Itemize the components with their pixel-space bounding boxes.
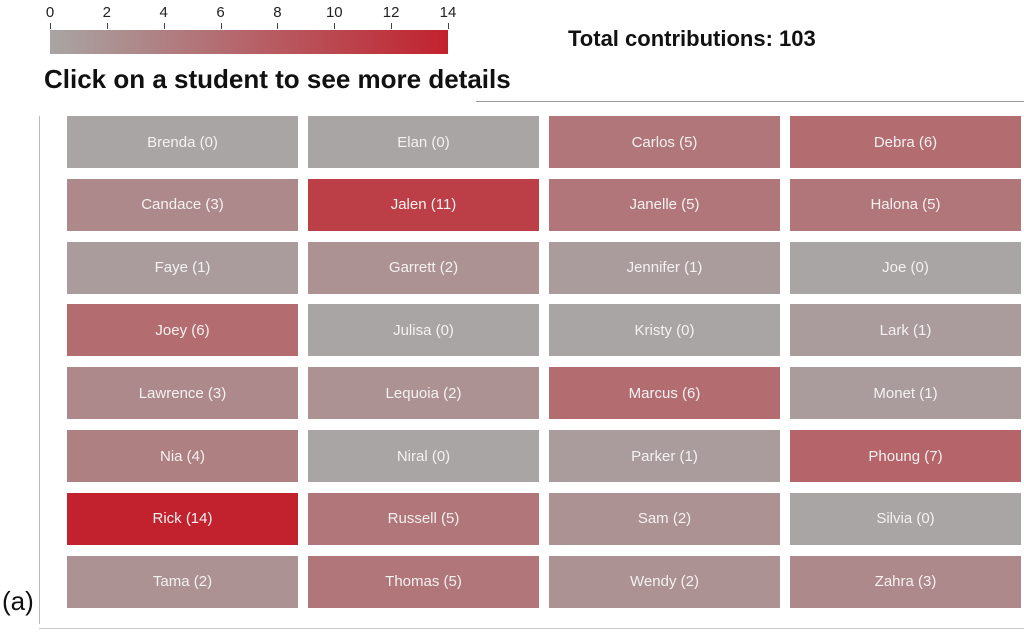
student-tile[interactable]: Niral (0) [308,430,539,482]
student-tile[interactable]: Garrett (2) [308,241,539,294]
student-tile[interactable]: Brenda (0) [67,116,298,168]
student-tile[interactable]: Julisa (0) [308,304,539,357]
legend-tick-mark [334,23,336,29]
student-tile[interactable]: Phoung (7) [790,430,1021,482]
student-tile[interactable]: Russell (5) [308,492,539,545]
student-tile[interactable]: Jalen (11) [308,178,539,231]
student-tile[interactable]: Rick (14) [67,492,298,545]
legend-tick-mark [163,23,165,29]
legend-tick-label: 14 [439,4,457,21]
student-tile[interactable]: Tama (2) [67,555,298,608]
legend-tick-mark [50,23,51,29]
student-tile[interactable]: Kristy (0) [549,304,780,357]
student-tile[interactable]: Nia (4) [67,430,298,482]
legend-tick-label: 6 [216,4,225,21]
legend-tick-label: 10 [325,4,343,21]
student-tile[interactable]: Thomas (5) [308,555,539,608]
student-tile[interactable]: Marcus (6) [549,367,780,420]
student-tile[interactable]: Lawrence (3) [67,367,298,420]
legend-tick-label: 2 [102,4,112,21]
legend-tick-label: 8 [273,4,282,21]
legend-tick-mark [448,23,449,29]
student-tile[interactable]: Sam (2) [549,492,780,545]
student-tile[interactable]: Lequoia (2) [308,367,539,420]
legend-tick-mark [106,23,108,29]
student-tile[interactable]: Lark (1) [790,304,1021,357]
color-legend: 0 2 4 6 8 10 12 14 [40,4,460,56]
student-tile[interactable]: Parker (1) [549,430,780,482]
student-tile[interactable]: Halona (5) [790,178,1021,231]
student-tile[interactable]: Joe (0) [790,241,1021,294]
left-divider [39,116,40,624]
student-tile[interactable]: Janelle (5) [549,178,780,231]
legend-tick-mark [391,23,393,29]
student-tile[interactable]: Faye (1) [67,241,298,294]
student-tile[interactable]: Wendy (2) [549,555,780,608]
student-tile[interactable]: Joey (6) [67,304,298,357]
legend-tick-label: 0 [45,4,55,21]
legend-tick-mark [277,23,279,29]
student-tile[interactable]: Carlos (5) [549,116,780,168]
student-tile[interactable]: Monet (1) [790,367,1021,420]
total-contributions: Total contributions: 103 [568,26,816,51]
legend-tick-mark [220,23,222,29]
legend-tick-label: 4 [159,4,168,21]
student-grid: Brenda (0) Elan (0) Carlos (5) Debra (6) Can… [67,116,1023,608]
student-tile[interactable]: Elan (0) [308,116,539,168]
student-tile[interactable]: Zahra (3) [790,555,1021,608]
instruction-heading: Click on a student to see more details [44,64,511,94]
student-tile[interactable]: Debra (6) [790,116,1021,168]
bottom-divider [39,628,1024,629]
student-tile[interactable]: Silvia (0) [790,492,1021,545]
legend-tick-label: 12 [382,4,400,21]
student-tile[interactable]: Candace (3) [67,178,298,231]
student-tile[interactable]: Jennifer (1) [549,241,780,294]
legend-gradient-bar [50,30,448,54]
panel-label: (a) [2,586,34,616]
header-divider [476,101,1024,102]
